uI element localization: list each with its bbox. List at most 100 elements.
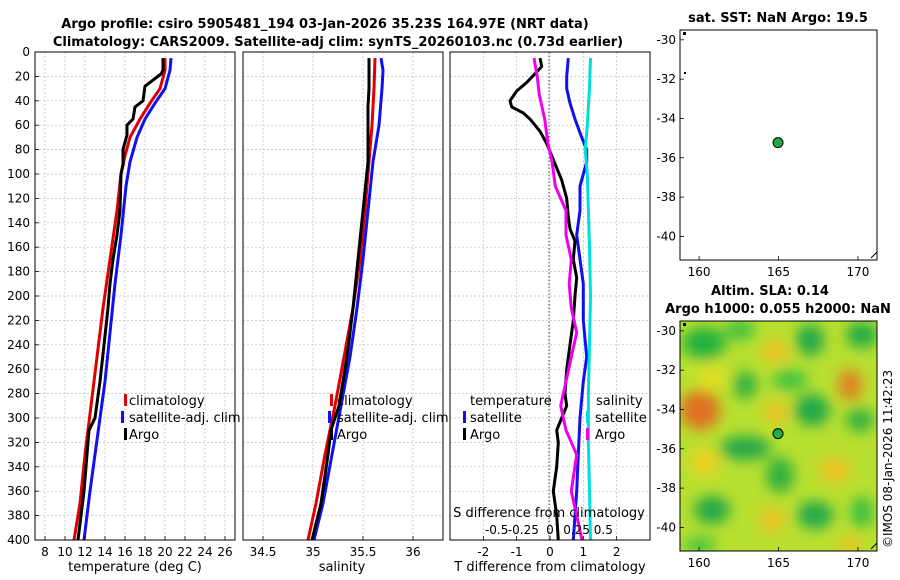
- y-tick-label: 400: [7, 533, 30, 547]
- series-line-argo: [76, 58, 165, 541]
- legend-swatch-s-argo: [586, 428, 589, 440]
- legend-label-satellite: satellite-adj. clim: [129, 411, 241, 426]
- y-tick-label: 140: [7, 216, 30, 230]
- sla-blob: [772, 370, 808, 390]
- sla-blobs: [680, 321, 877, 551]
- y-tick-label: 360: [7, 484, 30, 498]
- x-tick-label: 2: [613, 545, 621, 559]
- legend-label-argo: Argo: [337, 428, 367, 443]
- s-tick-label: -0.25: [508, 523, 539, 537]
- y-tick-label: 0: [22, 45, 30, 59]
- lat-tick-label: -40: [656, 520, 676, 534]
- temperature-grid: [35, 51, 235, 541]
- x-tick-label: 12: [77, 545, 92, 559]
- sst-map-corner-mark: [870, 251, 878, 259]
- y-tick-label: 300: [7, 411, 30, 425]
- sla-blob: [766, 457, 794, 493]
- sla-blob: [797, 501, 833, 529]
- s-difference-xlabel: S difference from climatology: [453, 506, 645, 521]
- lon-tick-label: 165: [767, 265, 790, 279]
- lat-tick-label: -30: [656, 324, 676, 338]
- salinity-xlabel: salinity: [319, 560, 366, 575]
- lat-tick-label: -34: [656, 402, 676, 416]
- y-tick-label: 260: [7, 362, 30, 376]
- sst-map-panel: sat. SST: NaN Argo: 19.5 -30 -32 -34 -36 -38…: [656, 11, 878, 279]
- x-tick-label: 1: [580, 545, 588, 559]
- legend-label-s-argo: Argo: [595, 428, 625, 443]
- y-tick-label: 120: [7, 191, 30, 205]
- legend-title-temperature: temperature: [470, 394, 552, 409]
- sla-blob: [696, 366, 728, 390]
- lat-tick-label: -40: [656, 229, 676, 243]
- salinity-legend: climatology satellite-adj. clim Argo: [328, 394, 449, 443]
- y-tick-label: 20: [15, 69, 30, 83]
- legend-swatch-climatology: [124, 394, 127, 406]
- lon-tick-label: 170: [846, 556, 869, 570]
- x-tick-label: 14: [97, 545, 112, 559]
- lat-tick-label: -38: [656, 481, 676, 495]
- y-tick-label: 200: [7, 289, 30, 303]
- sst-map-edge-pixel: [683, 32, 686, 35]
- y-tick-label: 160: [7, 240, 30, 254]
- legend-title-salinity: salinity: [596, 394, 643, 409]
- legend-swatch-climatology: [330, 394, 333, 406]
- legend-swatch-t-satellite: [463, 411, 466, 423]
- sla-blob: [680, 390, 720, 430]
- salinity-grid: [243, 51, 443, 541]
- legend-swatch-t-argo: [463, 428, 466, 440]
- series-line-satellite-adj-clim: [82, 57, 173, 541]
- s-tick-label: -0.5: [485, 523, 508, 537]
- sst-map-lon-ticks: 160 165 170: [688, 256, 869, 279]
- y-tick-label: 240: [7, 338, 30, 352]
- lat-tick-label: -32: [656, 72, 676, 86]
- sla-blob: [691, 448, 719, 476]
- salinity-tick-labels: 34.5 35 35.5 36: [250, 536, 421, 559]
- lon-tick-label: 160: [688, 556, 711, 570]
- lat-tick-label: -30: [656, 33, 676, 47]
- x-tick-label: 10: [57, 545, 72, 559]
- legend-label-climatology: climatology: [129, 394, 205, 409]
- temperature-series: [72, 57, 173, 541]
- legend-swatch-argo: [330, 428, 333, 440]
- legend-swatch-s-satellite: [586, 411, 589, 423]
- lat-tick-label: -34: [656, 111, 676, 125]
- x-tick-label: 35: [305, 545, 320, 559]
- sla-blob: [850, 496, 874, 528]
- legend-label-satellite: satellite-adj. clim: [337, 411, 449, 426]
- y-tick-label: 220: [7, 313, 30, 327]
- sla-blob: [724, 321, 756, 340]
- lon-tick-label: 170: [846, 265, 869, 279]
- sla-blob: [694, 496, 730, 524]
- sla-blob: [719, 436, 771, 460]
- sla-blob: [846, 408, 874, 432]
- legend-swatch-argo: [124, 428, 127, 440]
- argo-location-marker: [772, 137, 784, 149]
- x-tick-label: 20: [157, 545, 172, 559]
- lat-tick-label: -38: [656, 190, 676, 204]
- s-tick-label: 0: [546, 523, 554, 537]
- series-line-t-argo: [508, 57, 579, 541]
- sst-map-lat-ticks: -30 -32 -34 -36 -38 -40: [656, 33, 684, 243]
- sst-map-edge-pixel: [684, 72, 686, 74]
- s-tick-label: 0.5: [594, 523, 613, 537]
- sla-blob: [760, 508, 784, 532]
- sla-map-edge-pixel: [683, 323, 686, 326]
- sla-blob: [794, 394, 830, 426]
- t-difference-xlabel: T difference from climatology: [453, 560, 646, 575]
- sla-blob: [846, 322, 877, 348]
- sla-blob: [682, 327, 726, 359]
- salinity-series: [306, 57, 385, 541]
- sla-map-panel: Altim. SLA: 0.14 Argo h1000: 0.055 h2000…: [656, 284, 890, 570]
- sla-blob: [796, 324, 824, 356]
- x-tick-label: 24: [197, 545, 212, 559]
- y-tick-label: 180: [7, 265, 30, 279]
- s-difference-tick-labels: -0.5 -0.25 0 0.25 0.5: [485, 523, 613, 537]
- series-line-s-satellite: [583, 58, 592, 541]
- x-tick-label: -1: [511, 545, 523, 559]
- series-line-s-argo: [532, 57, 584, 541]
- figure-title-line1: Argo profile: csiro 5905481_194 03-Jan-2…: [61, 17, 588, 32]
- series-line-satellite-adj-clim: [312, 57, 385, 541]
- sst-map-artifacts: [683, 32, 878, 259]
- legend-label-t-satellite: satellite: [470, 411, 522, 426]
- legend-swatch-satellite: [328, 411, 331, 423]
